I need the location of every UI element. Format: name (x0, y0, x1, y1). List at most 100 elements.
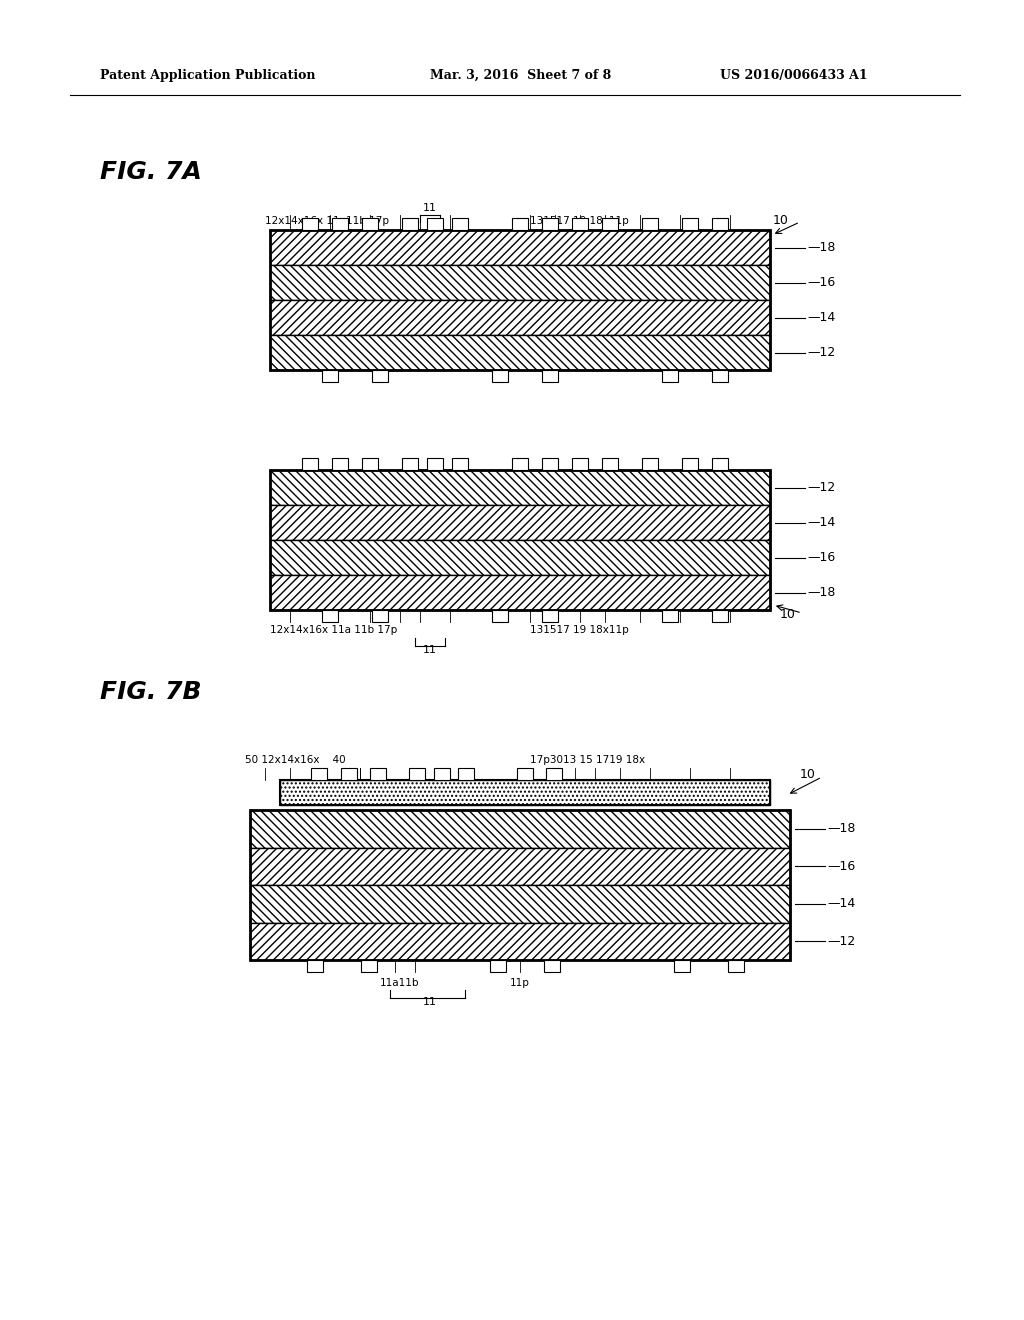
Bar (341, 768, 356, 780)
Bar (517, 768, 534, 780)
Text: Mar. 3, 2016  Sheet 7 of 8: Mar. 3, 2016 Sheet 7 of 8 (430, 69, 611, 82)
Bar (270, 470, 770, 610)
Bar (712, 370, 728, 381)
Bar (642, 218, 658, 230)
Bar (490, 960, 507, 972)
Text: 12x14x16x 11a 11b 17p: 12x14x16x 11a 11b 17p (270, 624, 397, 635)
Bar (674, 960, 690, 972)
Text: US 2016/0066433 A1: US 2016/0066433 A1 (720, 69, 867, 82)
Bar (542, 218, 558, 230)
Bar (302, 458, 318, 470)
Text: —12: —12 (807, 480, 836, 494)
Bar (602, 218, 618, 230)
Text: 11p: 11p (510, 978, 530, 987)
Text: Patent Application Publication: Patent Application Publication (100, 69, 315, 82)
Bar (250, 847, 790, 884)
Text: 131517 19 18x11p: 131517 19 18x11p (530, 216, 629, 226)
Text: FIG. 7B: FIG. 7B (100, 680, 202, 704)
Text: FIG. 7A: FIG. 7A (100, 160, 202, 183)
Bar (547, 768, 562, 780)
Bar (642, 458, 658, 470)
Text: 50 12x14x16x    40: 50 12x14x16x 40 (245, 755, 346, 766)
Text: 12x14x16x 11a11b 17p: 12x14x16x 11a11b 17p (265, 216, 389, 226)
Bar (542, 370, 558, 381)
Bar (682, 458, 698, 470)
Bar (410, 768, 425, 780)
Text: —18: —18 (807, 242, 836, 253)
Bar (311, 768, 328, 780)
Text: —16: —16 (807, 550, 836, 564)
Bar (372, 610, 388, 622)
Bar (250, 884, 790, 923)
Bar (662, 370, 678, 381)
Bar (512, 458, 528, 470)
Bar (372, 370, 388, 381)
Bar (572, 458, 588, 470)
Bar (427, 218, 443, 230)
Text: —16: —16 (807, 276, 836, 289)
Bar (452, 218, 468, 230)
Bar (402, 218, 418, 230)
Bar (362, 458, 378, 470)
Bar (572, 218, 588, 230)
Text: 11: 11 (423, 645, 437, 655)
Bar (542, 610, 558, 622)
Bar (662, 610, 678, 622)
Bar (542, 458, 558, 470)
Bar (492, 610, 508, 622)
Bar (322, 610, 338, 622)
Bar (712, 218, 728, 230)
Bar (402, 458, 418, 470)
Text: 10: 10 (780, 609, 796, 622)
Bar (712, 458, 728, 470)
Bar (360, 960, 377, 972)
Bar (492, 370, 508, 381)
Text: 11a11b: 11a11b (380, 978, 420, 987)
Bar (270, 470, 770, 506)
Bar (250, 810, 790, 960)
Bar (307, 960, 323, 972)
Bar (370, 768, 386, 780)
Bar (270, 300, 770, 335)
Text: —14: —14 (807, 516, 836, 529)
Bar (302, 218, 318, 230)
Bar (512, 218, 528, 230)
Bar (270, 506, 770, 540)
Text: 131517 19 18x11p: 131517 19 18x11p (530, 624, 629, 635)
Bar (250, 810, 790, 847)
Bar (332, 458, 348, 470)
Text: —14: —14 (827, 898, 855, 911)
Text: 11: 11 (423, 997, 437, 1007)
Bar (270, 576, 770, 610)
Bar (712, 610, 728, 622)
Bar (322, 370, 338, 381)
Bar (458, 768, 474, 780)
Bar (270, 230, 770, 370)
Bar (434, 768, 450, 780)
Bar (270, 265, 770, 300)
Bar (270, 540, 770, 576)
Text: 11: 11 (423, 203, 437, 213)
Bar (250, 923, 790, 960)
Text: —18: —18 (827, 822, 855, 836)
Text: —12: —12 (807, 346, 836, 359)
Text: —16: —16 (827, 859, 855, 873)
Text: —18: —18 (807, 586, 836, 599)
Bar (280, 780, 770, 805)
Bar (362, 218, 378, 230)
Bar (728, 960, 744, 972)
Bar (452, 458, 468, 470)
Text: —12: —12 (827, 935, 855, 948)
Text: 17p3013 15 1719 18x: 17p3013 15 1719 18x (530, 755, 645, 766)
Bar (332, 218, 348, 230)
Bar (602, 458, 618, 470)
Bar (682, 218, 698, 230)
Bar (270, 335, 770, 370)
Text: 10: 10 (800, 768, 816, 781)
Bar (270, 230, 770, 265)
Text: —14: —14 (807, 312, 836, 323)
Bar (545, 960, 560, 972)
Text: 10: 10 (773, 214, 788, 227)
Bar (280, 780, 770, 805)
Bar (427, 458, 443, 470)
